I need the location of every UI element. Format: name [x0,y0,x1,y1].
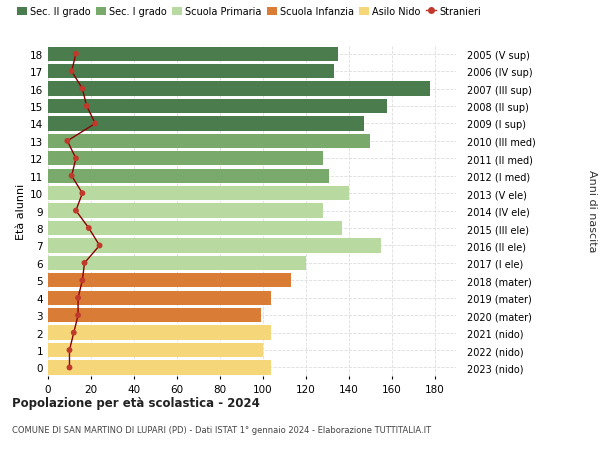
Bar [48,326,271,340]
Point [80,260,89,267]
Point [91,121,100,128]
Bar [48,117,364,131]
Point [71,207,81,215]
Text: Anni di nascita: Anni di nascita [587,170,597,252]
Bar [48,65,334,79]
Y-axis label: Età alunni: Età alunni [16,183,26,239]
Bar [48,204,323,218]
Point [73,294,83,302]
Bar [48,291,271,305]
Bar [48,274,290,288]
Text: COMUNE DI SAN MARTINO DI LUPARI (PD) - Dati ISTAT 1° gennaio 2024 - Elaborazione: COMUNE DI SAN MARTINO DI LUPARI (PD) - D… [12,425,431,434]
Bar [48,361,271,375]
Point [65,364,74,371]
Point [84,225,94,232]
Point [77,190,87,197]
Bar [48,47,338,62]
Point [67,173,76,180]
Bar [48,221,342,235]
Bar [48,169,329,184]
Point [82,103,91,111]
Point [77,277,87,285]
Legend: Sec. II grado, Sec. I grado, Scuola Primaria, Scuola Infanzia, Asilo Nido, Stran: Sec. II grado, Sec. I grado, Scuola Prim… [17,7,481,17]
Bar [48,100,387,114]
Point [67,68,76,76]
Bar [48,343,263,358]
Bar [48,82,430,96]
Bar [48,256,305,270]
Bar [48,134,370,149]
Point [65,347,74,354]
Bar [48,239,381,253]
Bar [48,152,323,166]
Point [71,51,81,58]
Bar [48,187,349,201]
Text: Popolazione per età scolastica - 2024: Popolazione per età scolastica - 2024 [12,396,260,409]
Point [69,329,79,336]
Point [77,86,87,93]
Point [95,242,104,250]
Point [62,138,72,145]
Bar [48,308,260,323]
Point [71,155,81,162]
Point [73,312,83,319]
